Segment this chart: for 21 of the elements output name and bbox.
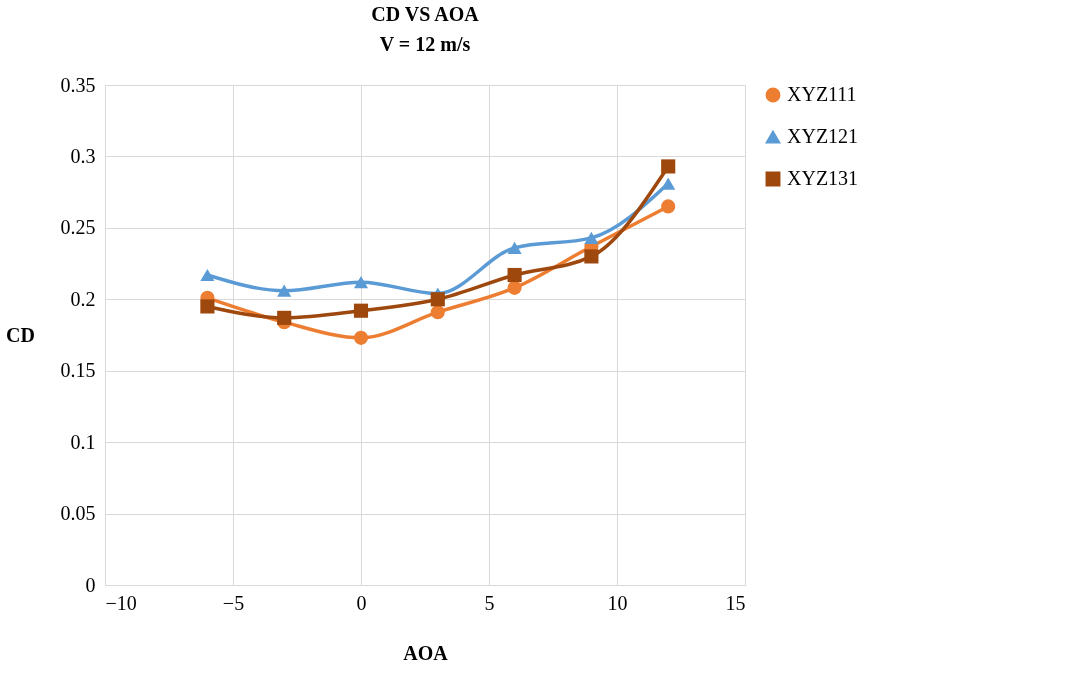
y-tick-label: 0.05 xyxy=(60,502,96,525)
legend-label: XYZ121 xyxy=(787,125,859,147)
chart-subtitle: V = 12 m/s xyxy=(379,33,471,55)
legend-label: XYZ131 xyxy=(787,167,859,189)
y-tick-label: 0.2 xyxy=(70,287,96,310)
x-tick-label: −5 xyxy=(222,591,245,614)
legend-label: XYZ111 xyxy=(787,83,857,105)
chart-title: CD VS AOA xyxy=(371,3,480,25)
y-tick-label: 0.25 xyxy=(60,216,96,239)
y-tick-label: 0.3 xyxy=(70,144,96,167)
y-tick-label: 0.1 xyxy=(70,430,96,453)
y-tick-label: 0.15 xyxy=(60,359,96,382)
x-tick-label: 15 xyxy=(725,591,746,614)
x-tick-label: 0 xyxy=(356,591,367,614)
x-axis-title: AOA xyxy=(403,641,449,664)
y-tick-label: 0 xyxy=(85,573,96,596)
y-tick-label: 0.35 xyxy=(60,73,96,96)
x-tick-label: 5 xyxy=(484,591,495,614)
x-tick-label: 10 xyxy=(607,591,628,614)
y-axis-title: CD xyxy=(6,323,35,346)
x-tick-label: −10 xyxy=(105,591,137,614)
